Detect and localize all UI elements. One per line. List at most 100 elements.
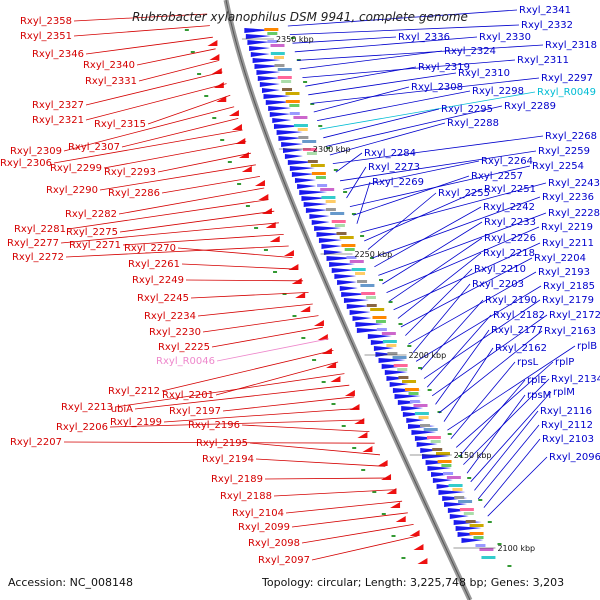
forward-gene-arrow [268,106,292,111]
right-gene-label: Rxyl_2190 [485,295,537,306]
forward-gene-arrow [346,304,370,309]
cog-block [366,304,377,307]
forward-gene-arrow [378,358,406,363]
right-gene-label: Rxyl_2264 [481,156,533,167]
forward-gene-arrow [384,370,408,375]
right-leader-line [311,77,540,104]
kbp-marker-label: 2300 kbp [313,145,351,154]
right-leader-line [435,329,490,405]
cog-block [469,524,484,527]
cog-block [393,364,408,367]
right-gene-label: Rxyl_2259 [538,146,590,157]
left-leader-line [241,424,370,432]
cog-block [285,92,300,95]
forward-gene-arrow [254,64,281,69]
left-gene-label: Rxyl_2207 [10,437,62,448]
left-leader-line [138,60,220,82]
reverse-gene-arrow [231,124,242,130]
right-leader-line [339,150,537,182]
right-leader-line [308,72,457,96]
forward-gene-arrow [355,322,384,327]
left-leader-line [65,245,289,258]
forward-gene-arrow [447,508,469,513]
right-gene-label: Rxyl_2204 [534,253,586,264]
right-gene-label: Rxyl_2310 [458,68,510,79]
forward-gene-arrow [244,28,272,33]
right-gene-label: Rxyl_2112 [541,420,593,431]
left-leader-line [249,442,381,456]
cog-block [311,172,326,175]
left-gene-label: Rxyl_2201 [162,390,214,401]
forward-gene-arrow [416,442,438,447]
left-gene-label: Rxyl_2351 [20,31,72,42]
forward-gene-arrow [401,406,424,411]
right-leader-line [317,90,471,121]
left-gene-label: Rxyl_2358 [20,16,72,27]
cog-block [360,284,375,287]
right-leader-line [405,268,473,336]
left-leader-line [185,279,304,282]
left-leader-line [255,458,386,467]
left-gene-label: Rxyl_2245 [137,293,189,304]
forward-gene-arrow [373,346,394,351]
cog-block [392,356,407,359]
left-gene-label: Rxyl_2275 [66,227,118,238]
topology-text: Topology: circular; Length: 3,225,748 bp… [261,576,564,589]
right-leader-line [360,182,547,233]
forward-gene-arrow [389,382,409,387]
forward-gene-arrow [414,436,438,441]
left-gene-label: Rxyl_2188 [220,491,272,502]
forward-gene-arrow [276,130,303,135]
left-leader-line [103,141,247,169]
right-gene-label: rpsM [527,390,551,401]
left-leader-line [121,118,239,148]
cog-block [341,244,356,247]
forward-gene-arrow [411,430,437,435]
cog-block [282,88,293,91]
cog-block [361,292,376,295]
forward-gene-arrow [402,412,423,417]
forward-gene-arrow [299,190,328,195]
cog-block [408,392,419,395]
left-gene-label: Rxyl_2225 [158,342,210,353]
right-gene-label: Rxyl_2243 [548,178,600,189]
cog-block [355,272,366,275]
left-gene-label: Rxyl_2097 [258,555,310,566]
cog-block [419,424,430,427]
right-gene-label: Rxyl_R0049 [537,87,596,98]
right-gene-label: Rxyl_2332 [521,20,573,31]
right-leader-line [415,285,542,362]
left-gene-label: ubiA [111,404,133,415]
left-leader-line [285,500,403,514]
right-leader-line [483,438,541,508]
forward-gene-arrow [284,154,303,159]
forward-gene-arrow [444,502,468,507]
forward-gene-arrow [367,334,392,339]
forward-gene-arrow [303,202,328,207]
left-leader-line [67,199,269,230]
cog-block [339,236,354,239]
forward-gene-arrow [259,82,280,87]
right-leader-line [289,24,520,35]
left-gene-label: Rxyl_2299 [50,163,102,174]
left-gene-label: Rxyl_2277 [7,238,59,249]
right-leader-line [487,456,548,517]
forward-gene-arrow [432,478,453,483]
forward-gene-arrow [438,490,466,495]
right-gene-label: Rxyl_2311 [517,55,569,66]
forward-gene-arrow [262,88,281,93]
cog-block [463,512,474,515]
forward-gene-arrow [370,340,393,345]
forward-gene-arrow [386,376,408,381]
reverse-gene-arrow [409,530,420,536]
cog-block [409,400,420,403]
forward-gene-arrow [352,316,372,321]
right-leader-line [455,361,554,448]
reverse-gene-arrow [357,432,368,438]
cog-block [307,160,318,163]
forward-gene-arrow [329,262,356,267]
left-leader-line [161,350,334,392]
right-gene-label: Rxyl_2210 [474,264,526,275]
forward-gene-arrow [311,220,330,225]
